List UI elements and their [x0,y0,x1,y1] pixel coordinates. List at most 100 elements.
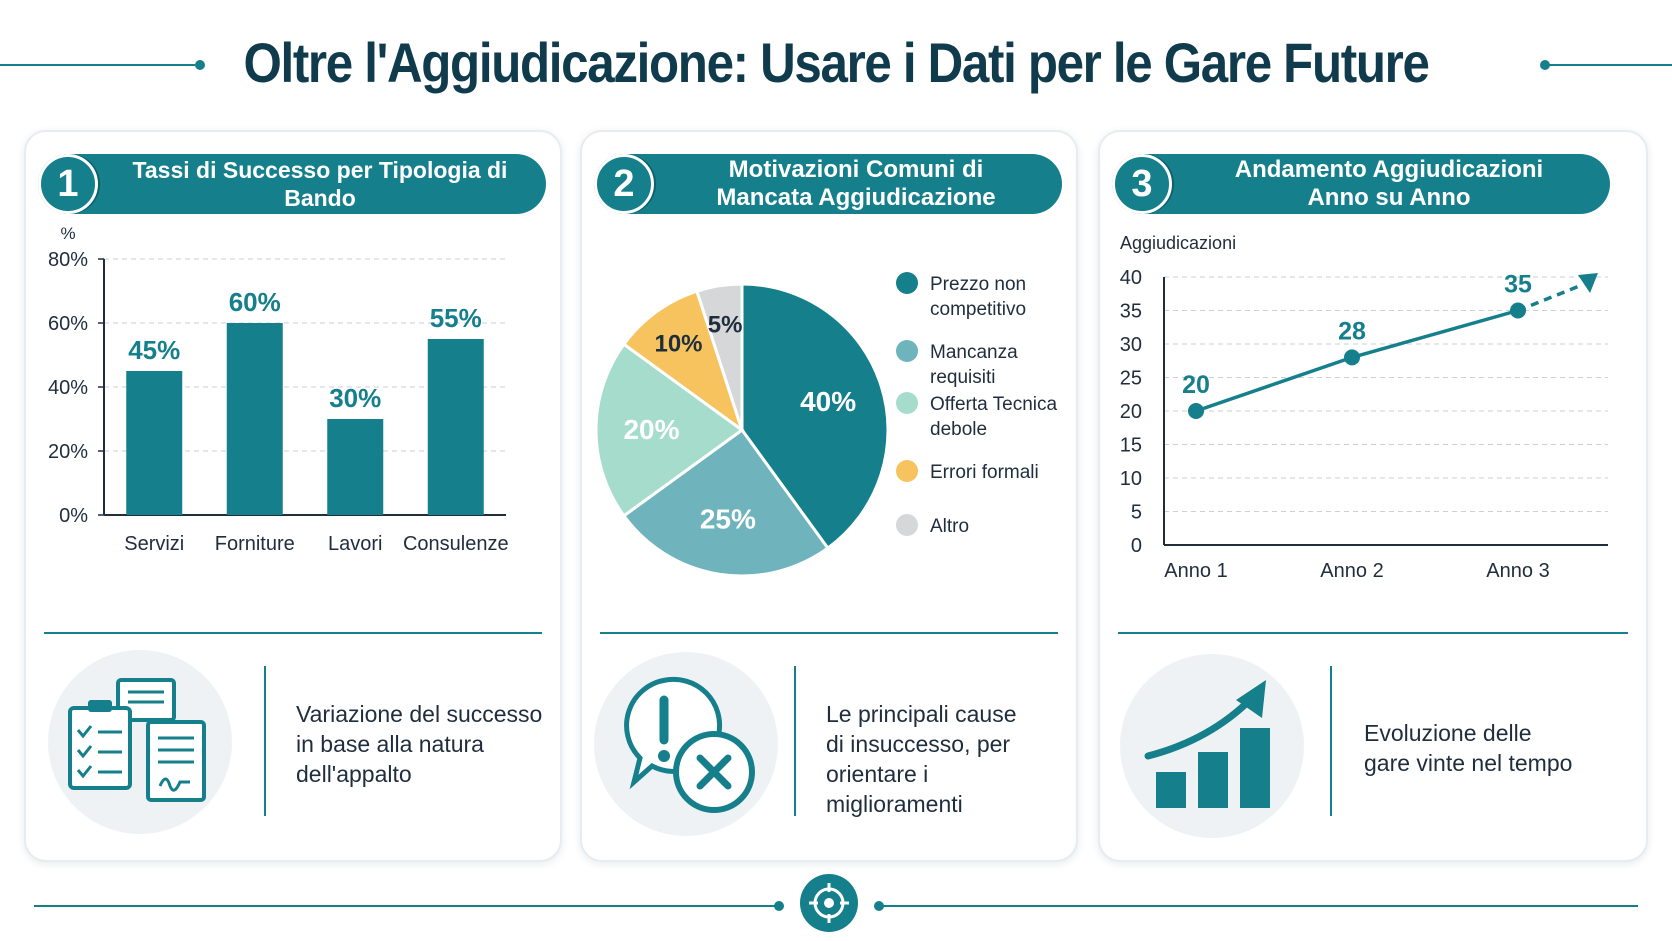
card-2-divider [600,632,1058,634]
pie-slice [694,282,744,431]
card-2-header: 2 Motivazioni Comuni di Mancata Aggiudic… [594,154,1062,214]
legend-swatch [896,514,918,536]
data-point-label: 35 [1504,271,1532,299]
caption-line: Le principali cause [826,701,1017,727]
y-axis-label: % [60,224,75,243]
legend-item: Altro [896,514,1086,539]
pie-slice [594,342,745,518]
bar [126,371,183,515]
caption-line: Evoluzione delle [1364,720,1532,746]
card-2-title: Motivazioni Comuni di Mancata Aggiudicaz… [664,154,1048,214]
y-tick-label: 80% [48,249,88,271]
legend-label-line: Errori formali [930,462,1039,483]
warning-error-bubble-icon [624,676,755,813]
pie-legend: Prezzo non competitivo Mancanza requisiti O… [896,272,1076,552]
legend-label: Errori formali [930,460,1039,485]
caption-line: Variazione del successo [296,701,543,727]
legend-label-line: Altro [930,516,970,537]
card-success-rates: 1 Tassi di Successo per Tipologia di Ban… [24,130,562,862]
y-tick-label: 10 [1120,468,1142,490]
trend-arrow-line [1517,283,1583,313]
card-1-divider [44,632,542,634]
legend-swatch [896,460,918,482]
y-tick-label: 40% [48,377,88,399]
footer-right-dot [874,901,884,911]
y-tick-label: 40 [1120,267,1142,289]
card-3-number: 3 [1112,154,1172,214]
pie-slice-label: 25% [700,503,756,534]
card-3-caption: Evoluzione delle gare vinte nel tempo [1364,718,1624,778]
card-3-icon-circle [1120,654,1304,838]
bar-value-label: 55% [430,303,482,333]
title-row: Oltre l'Aggiudicazione: Usare i Dati per… [0,30,1672,110]
card-1-header: 1 Tassi di Successo per Tipologia di Ban… [38,154,546,214]
card-failure-reasons: 2 Motivazioni Comuni di Mancata Aggiudic… [580,130,1078,862]
card-1-vdivider [264,666,266,816]
y-tick-label: 60% [48,313,88,335]
footer-target-badge [800,874,858,932]
bar [327,419,384,515]
bar-value-label: 45% [128,335,180,365]
legend-label: Offerta Tecnica debole [930,392,1057,442]
bar-value-label: 30% [329,383,381,413]
legend-label: Prezzo non competitivo [930,272,1026,322]
card-1-title: Tassi di Successo per Tipologia di Bando [132,157,508,211]
y-tick-label: 35 [1120,301,1142,323]
card-2-icon-circle [594,652,778,836]
legend-swatch [896,340,918,362]
pie-slice [621,289,745,434]
legend-label-line: Mancanza requisiti [930,342,1018,388]
growth-bar-chart-icon [1144,680,1270,808]
y-tick-label: 5 [1131,502,1142,524]
y-tick-label: 20 [1120,401,1142,423]
card-2-title-line: Mancata Aggiudicazione [716,184,996,211]
card-1-icon-circle [48,650,232,834]
pie-slice-label: 10% [654,331,702,358]
legend-label-line: Prezzo non [930,274,1027,295]
card-3-header: 3 Andamento Aggiudicazioni Anno su Anno [1112,154,1610,214]
card-2-vdivider [794,666,796,816]
title-right-line [1545,64,1672,66]
page-title: Oltre l'Aggiudicazione: Usare i Dati per… [243,31,1429,94]
trend-arrow-head [1578,273,1598,293]
footer-left-line [34,905,778,907]
pie-slice [621,427,830,578]
footer-left-dot [774,901,784,911]
title-left-line [0,64,195,66]
bar [226,323,283,515]
x-tick-label: Anno 1 [1164,560,1227,582]
footer-right-line [882,905,1638,907]
card-1-number: 1 [38,154,98,214]
y-tick-label: 0% [59,505,88,527]
legend-label: Mancanza requisiti [930,340,1086,390]
x-tick-label: Anno 2 [1320,560,1383,582]
pie-slice-label: 20% [623,414,679,445]
x-tick-label: Forniture [215,533,295,555]
legend-item: Mancanza requisiti [896,340,1086,390]
bar [427,339,484,515]
title-left-dot [195,60,205,70]
y-tick-label: 20% [48,441,88,463]
data-point [1510,302,1526,319]
card-3-title: Andamento Aggiudicazioni Anno su Anno [1182,154,1596,214]
y-tick-label: 30 [1120,334,1142,356]
card-1-caption: Variazione del successo in base alla nat… [296,699,546,789]
legend-swatch [896,272,918,294]
card-2-title-line: Motivazioni Comuni di [728,156,984,183]
data-point-label: 28 [1338,317,1366,345]
caption-line: orientare i miglioramenti [826,761,963,817]
bar-chart: % 0% 20% 40% 60% 80% 45% Servizi 60% Forniture 30%… [48,224,509,555]
legend-label-line: Offerta Tecnica [930,394,1058,415]
legend-swatch [896,392,918,414]
legend-item: Offerta Tecnica debole [896,392,1086,442]
caption-line: gare vinte nel tempo [1364,750,1573,776]
card-2-number: 2 [594,154,654,214]
line-chart: Aggiudicazioni 0 5 10 15 20 25 30 35 40 20 Anno 1 28… [1120,233,1608,582]
caption-line: in base alla natura [296,731,484,757]
card-3-title-line: Anno su Anno [1307,184,1471,211]
legend-label: Altro [930,514,969,539]
legend-item: Errori formali [896,460,1086,485]
card-2-caption: Le principali cause di insuccesso, per o… [826,699,1066,819]
card-yearly-trend: 3 Andamento Aggiudicazioni Anno su Anno … [1098,130,1648,862]
clipboard-documents-icon [68,678,206,802]
